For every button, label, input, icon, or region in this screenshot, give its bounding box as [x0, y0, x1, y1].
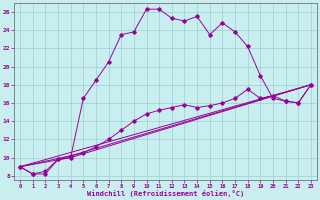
X-axis label: Windchill (Refroidissement éolien,°C): Windchill (Refroidissement éolien,°C): [87, 190, 244, 197]
